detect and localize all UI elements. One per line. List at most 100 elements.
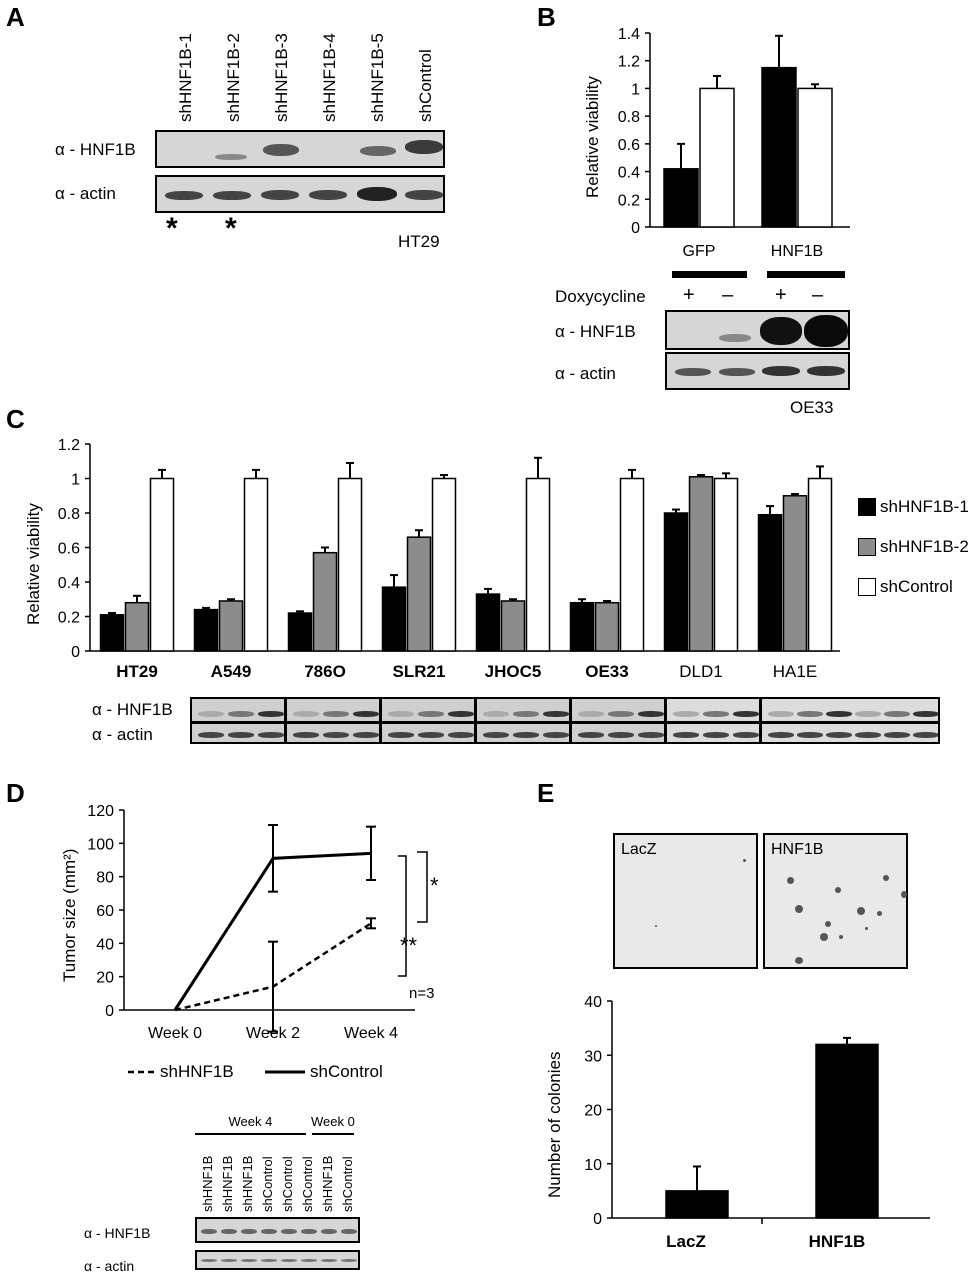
panel-c-blot-actin — [285, 722, 381, 744]
y-tick-label: 0.4 — [58, 575, 80, 592]
panel-b-chart: 0 0.2 0.4 0.6 0.8 1 1.2 1.4 GFP HNF1B — [618, 26, 850, 260]
panel-d-blot — [195, 1250, 360, 1270]
panel-e-chart: 0 10 20 30 40 LacZ HNF1B — [584, 994, 930, 1251]
bar — [619, 477, 645, 652]
category-label: SLR21 — [393, 662, 446, 681]
panel-d-blot-lane-label: shControl — [280, 1156, 295, 1212]
panel-c-blot-hnf1b — [760, 697, 940, 723]
panel-b-row-actin-label: α - actin — [555, 364, 616, 383]
bar — [663, 512, 689, 652]
bar — [688, 476, 714, 652]
panel-c-blot-actin — [190, 722, 286, 744]
panel-d-blot-lane-label: shHNF1B — [220, 1155, 235, 1212]
bar — [569, 601, 595, 652]
category-label: OE33 — [585, 662, 628, 681]
panel-c-blot-actin — [760, 722, 940, 744]
y-tick-label: 80 — [96, 870, 114, 887]
panel-d-n-label: n=3 — [409, 985, 435, 1002]
panel-d-blot-lane-label: shHNF1B — [240, 1155, 255, 1212]
panel-c-blot-hnf1b — [570, 697, 666, 723]
panel-e-ylabel: Number of colonies — [545, 1051, 564, 1198]
legend-label: shHNF1B — [160, 1062, 234, 1081]
bar — [815, 1043, 879, 1219]
bar — [757, 513, 783, 652]
panel-d-blot — [195, 1217, 360, 1243]
panel-b-dox-mark-4: – — [812, 284, 824, 306]
legend-swatch — [858, 498, 876, 516]
panel-b-row-hnf1b-label: α - HNF1B — [555, 322, 636, 341]
bar — [124, 601, 150, 652]
panel-c-label: C — [6, 404, 25, 434]
panel-a-star-1: * — [166, 212, 178, 245]
panel-c-blot-hnf1b — [380, 697, 476, 723]
y-tick-label: 0 — [71, 644, 80, 661]
category-label: HNF1B — [771, 243, 823, 260]
panel-c-blot-actin — [570, 722, 666, 744]
panel-a-lane-label: shHNF1B-1 — [176, 33, 195, 122]
panel-a-hnf1b-blot — [155, 130, 445, 168]
bar — [381, 586, 407, 652]
bar — [797, 87, 833, 228]
panel-c-ylabel: Relative viability — [24, 503, 43, 625]
panel-d-chart: 0 20 40 60 80 100 120 Week 0 Week 2 Week 4 — [87, 803, 428, 1042]
panel-b-ylabel: Relative viability — [583, 76, 602, 198]
panel-c-chart: 0 0.2 0.4 0.6 0.8 1 1.2 HT29 A549 786O SLR21 JHOC5 O… — [58, 437, 840, 681]
panel-b-dox-mark-1: + — [683, 284, 695, 306]
y-tick-label: 1.2 — [58, 437, 80, 454]
bar — [500, 600, 526, 652]
bar — [594, 601, 620, 652]
panel-a-label: A — [6, 2, 25, 32]
y-tick-label: 0 — [593, 1211, 602, 1228]
panel-d-sig-dstar: ** — [400, 933, 418, 958]
panel-b-hnf1b-blot — [665, 310, 850, 350]
panel-d-row-label: α - actin — [84, 1258, 135, 1274]
sig-bracket — [417, 851, 428, 923]
y-tick-label: 20 — [584, 1103, 602, 1120]
bar — [699, 87, 735, 228]
panel-b-dox-mark-2: – — [722, 284, 734, 306]
bar — [193, 608, 219, 652]
panel-d-blot-lane-label: shHNF1B — [200, 1155, 215, 1212]
panel-b-cell-line: OE33 — [790, 398, 834, 417]
panel-a-actin-blot — [155, 175, 445, 213]
category-label: HT29 — [116, 662, 158, 681]
panel-d-blot-lane-label: shControl — [300, 1156, 315, 1212]
panel-a-lane-label: shHNF1B-5 — [368, 33, 387, 122]
bar — [525, 477, 551, 652]
legend-label: shHNF1B-2 — [880, 537, 969, 556]
bar — [287, 612, 313, 652]
category-label: HNF1B — [809, 1232, 866, 1251]
legend-label: shControl — [880, 577, 953, 596]
panel-d-row-label: α - HNF1B — [84, 1225, 151, 1241]
panel-d-blot-group-label: Week 0 — [311, 1114, 355, 1129]
legend-label: shHNF1B-1 — [880, 497, 969, 516]
legend-label: shControl — [310, 1062, 383, 1081]
panel-d-label: D — [6, 778, 25, 808]
bar — [149, 477, 175, 652]
category-label: Week 0 — [148, 1025, 202, 1042]
bar — [243, 477, 269, 652]
panel-d-blot-lane-label: shControl — [340, 1156, 355, 1212]
panel-e-well-lacz: LacZ — [613, 833, 758, 969]
panel-a-cell-line: HT29 — [398, 232, 440, 251]
panel-e-well-hnf1b-label: HNF1B — [771, 841, 824, 858]
panel-c-blot-hnf1b — [665, 697, 761, 723]
legend-line-solid — [265, 1070, 305, 1074]
panel-d-blot-group-line — [312, 1133, 354, 1135]
bar — [406, 536, 432, 652]
bar — [218, 600, 244, 652]
panel-a-row-hnf1b-label: α - HNF1B — [55, 140, 136, 159]
panel-d-blot-lane-label: shHNF1B — [320, 1155, 335, 1212]
panel-b-actin-blot — [665, 352, 850, 390]
panel-d-ylabel: Tumor size (mm²) — [60, 848, 79, 982]
panel-d-sig-star: * — [430, 873, 439, 898]
y-tick-label: 40 — [584, 994, 602, 1011]
y-tick-label: 0.6 — [58, 541, 80, 558]
panel-a-lane-label: shControl — [416, 49, 435, 122]
panel-c-blot-actin — [475, 722, 571, 744]
bar — [431, 477, 457, 652]
bar — [475, 593, 501, 652]
panel-d-blot-group-line — [195, 1133, 306, 1135]
bar — [807, 477, 833, 652]
panel-a-lane-label: shHNF1B-4 — [320, 33, 339, 122]
